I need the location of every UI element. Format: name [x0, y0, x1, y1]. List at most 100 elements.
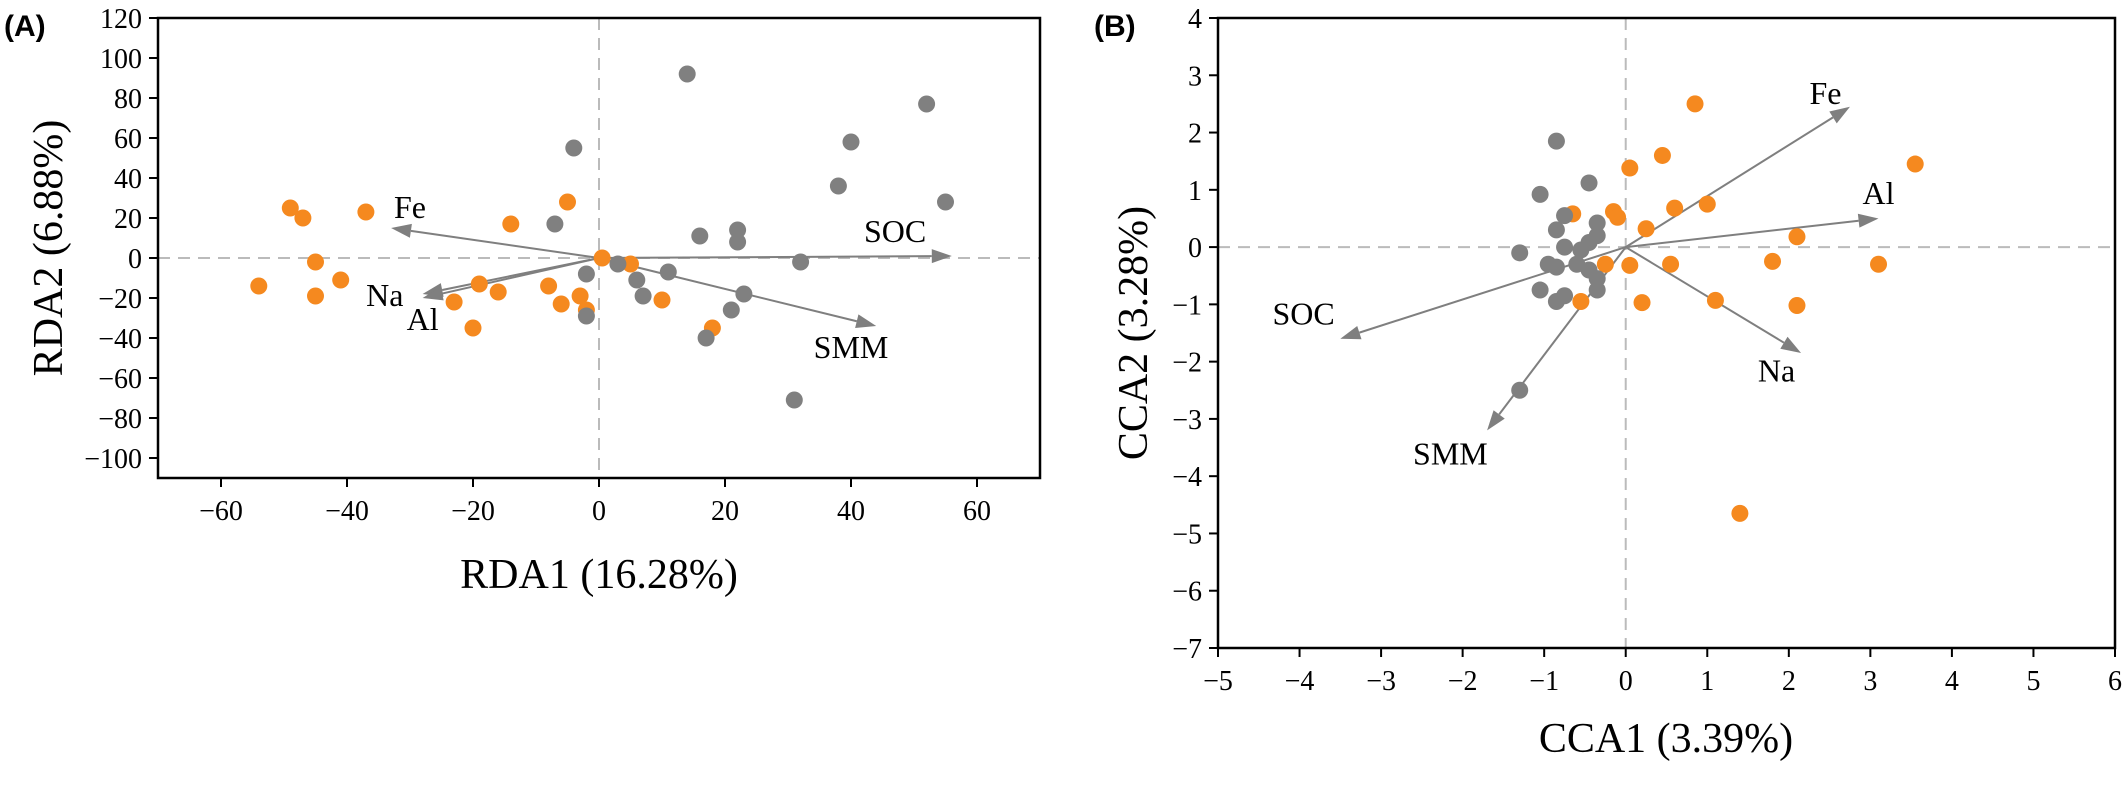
panel-b-data-point — [1547, 132, 1565, 150]
panel-b-data-point — [1547, 258, 1565, 276]
panel-a-data-point — [918, 95, 936, 113]
panel-b-x-tick-label: 3 — [1863, 666, 1877, 697]
panel-a-y-tick-label: 20 — [114, 204, 142, 235]
panel-a-vector-fe-head — [391, 223, 412, 238]
panel-b-x-tick-label: −2 — [1448, 666, 1478, 697]
panel-b-vector-smm-head — [1487, 410, 1505, 431]
panel-a-y-tick-label: 120 — [100, 4, 142, 35]
panel-a-x-axis-title: RDA1 (16.28%) — [460, 552, 738, 598]
panel-b-data-point — [1609, 208, 1627, 226]
panel-a-vector-soc-shaft — [598, 255, 932, 259]
panel-a-vector-soc-head — [931, 249, 952, 264]
panel-b-vector-al-label: Al — [1863, 175, 1895, 211]
panel-a-y-tick-label: −40 — [98, 324, 142, 355]
panel-a-data-point — [445, 293, 463, 311]
panel-b-x-tick-label: 2 — [1782, 666, 1796, 697]
panel-a-data-point — [546, 215, 564, 233]
panel-b-data-point — [1580, 174, 1598, 192]
panel-a-y-tick-label: −100 — [84, 444, 142, 475]
panel-b-data-point — [1556, 238, 1574, 256]
panel-a-data-point — [357, 203, 375, 221]
panel-a-data-point — [634, 287, 652, 305]
panel-b-x-axis-title: CCA1 (3.39%) — [1539, 716, 1793, 762]
panel-a-x-tick-label: 40 — [837, 496, 865, 527]
panel-a-data-point — [842, 133, 860, 151]
panel-b-y-tick-label: −6 — [1172, 577, 1202, 608]
panel-a-data-point — [622, 255, 639, 273]
panel-b-data-point — [1686, 95, 1704, 113]
panel-b-plot-frame — [1216, 16, 2117, 650]
panel-a-data-point — [577, 265, 595, 283]
panel-b-vector-fe-shaft — [1625, 116, 1834, 248]
panel-a-data-point — [577, 307, 595, 325]
panel-b-data-point — [1572, 293, 1590, 310]
panel-a-x-tick-label: 60 — [963, 496, 991, 527]
panel-b-x-tick-label: 6 — [2108, 666, 2122, 697]
panel-b-data-point — [1556, 207, 1574, 225]
panel-a-data-point — [785, 391, 803, 409]
panel-a-x-tick-label: 20 — [711, 496, 739, 527]
panel-b-vector-fe-head — [1829, 106, 1850, 124]
panel-a-data-point — [697, 329, 715, 347]
panel-b-data-point — [1788, 228, 1806, 246]
panel-b: (B) −5 −4 −3 −2 −1 0 1 2 3 4 5 6 −7 −6 −5 −4 −3 −2 −1 0 1 2 3 4… — [1094, 4, 2122, 762]
panel-b-data-point — [1731, 504, 1749, 522]
panel-a-data-point — [829, 177, 847, 195]
panel-a-x-tick-label: −60 — [199, 496, 243, 527]
panel-b-y-tick-label: −4 — [1172, 462, 1202, 493]
panel-b-x-tick-label: −1 — [1529, 666, 1559, 697]
panel-a-y-tick-label: −80 — [98, 404, 142, 435]
panel-a-data-point — [470, 275, 488, 293]
panel-b-data-point — [1588, 281, 1606, 299]
panel-a-data-point — [571, 287, 589, 305]
panel-b-y-tick-label: −5 — [1172, 519, 1202, 550]
panel-a-data-point — [250, 277, 268, 295]
panel-b-data-point — [1870, 255, 1888, 273]
panel-a-data-point — [628, 271, 646, 289]
panel-a-y-tick-label: 60 — [114, 124, 142, 155]
panel-b-y-tick-label: 4 — [1188, 4, 1202, 35]
panel-a-vector-smm-head — [855, 314, 877, 329]
panel-b-vector-al-shaft — [1625, 219, 1859, 249]
panel-a-data-point — [294, 209, 312, 227]
panel-a-y-tick-label: 40 — [114, 164, 142, 195]
panel-b-y-tick-label: −2 — [1172, 348, 1202, 379]
panel-a-data-point — [540, 277, 558, 295]
panel-b-x-tick-label: −3 — [1366, 666, 1396, 697]
panel-a-vector-al-label: Al — [407, 301, 439, 337]
panel-b-data-point — [1906, 155, 1924, 173]
panel-b-x-tick-label: 0 — [1619, 666, 1633, 697]
panel-b-data-point — [1706, 291, 1724, 309]
panel-a-data-point — [653, 291, 671, 309]
panel-a-y-tick-label: −20 — [98, 284, 142, 315]
panel-b-x-tick-label: −4 — [1285, 666, 1315, 697]
panel-b-data-point — [1547, 221, 1565, 239]
panel-b-data-point — [1596, 255, 1614, 273]
panel-b-vector-na-head — [1780, 336, 1802, 354]
panel-a-vector-fe-label: Fe — [394, 189, 426, 225]
panel-b-data-point — [1511, 244, 1529, 262]
panel-b-data-point — [1511, 381, 1529, 399]
panel-a: (A) −60 −40 −20 0 20 40 60 −100 −80 −60 −40 −20 0 20 4… — [4, 4, 1042, 598]
panel-b-vector-smm-label: SMM — [1413, 436, 1488, 472]
panel-a-data-point — [552, 295, 570, 313]
panel-b-data-point — [1666, 199, 1684, 217]
panel-b-data-point — [1572, 241, 1590, 259]
panel-b-data-point — [1621, 159, 1639, 177]
panel-b-data-point — [1698, 195, 1716, 213]
panel-a-data-point — [502, 215, 520, 233]
panel-b-data-point — [1588, 214, 1606, 232]
panel-a-vector-smm-shaft — [598, 257, 858, 323]
panel-a-data-point — [678, 65, 696, 83]
panel-a-data-point — [722, 301, 740, 319]
panel-a-data-point — [691, 227, 709, 245]
panel-a-data-point — [332, 271, 350, 289]
panel-a-x-tick-label: 0 — [592, 496, 606, 527]
panel-a-data-point — [307, 287, 324, 305]
panel-a-vector-smm-label: SMM — [814, 329, 889, 365]
panel-a-data-point — [609, 255, 627, 273]
panel-a-data-point — [659, 263, 677, 281]
panel-a-vector-al-shaft — [441, 257, 600, 295]
panel-b-x-tick-label: 5 — [2026, 666, 2040, 697]
